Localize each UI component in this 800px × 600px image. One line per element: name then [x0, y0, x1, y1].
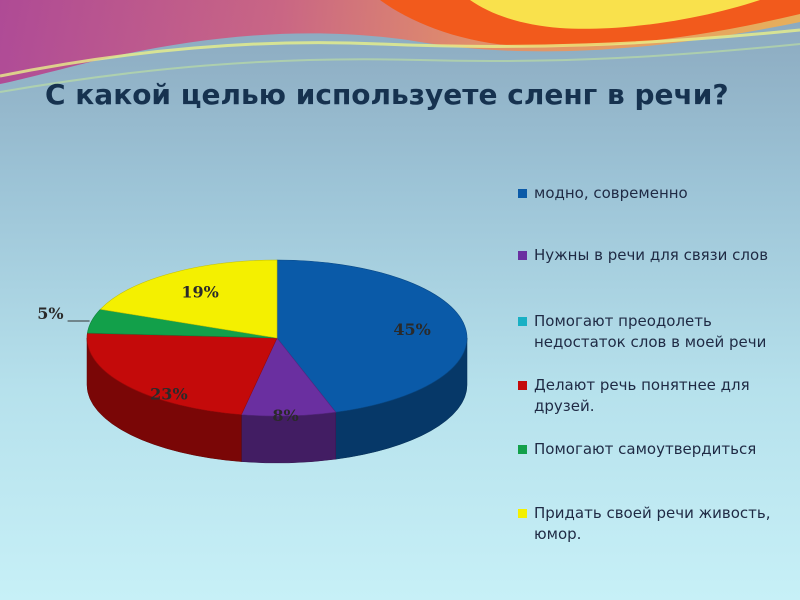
legend-item: Нужны в речи для связи слов [518, 245, 774, 266]
legend-swatch [518, 251, 527, 260]
decorative-banner [0, 0, 800, 93]
legend-item: Помогают преодолеть недостаток слов в мо… [518, 311, 774, 353]
legend-item: Делают речь понятнее для друзей. [518, 375, 774, 417]
legend-item: модно, современно [518, 183, 774, 204]
legend-swatch [518, 509, 527, 518]
slice-4-top [99, 259, 278, 339]
slice-2-label: 23% [150, 385, 187, 404]
slice-2-top [86, 332, 278, 415]
slice-0-label: 45% [393, 320, 430, 339]
legend-item: Помогают самоутвердиться [518, 439, 774, 460]
legend-label: Помогают преодолеть недостаток слов в мо… [534, 312, 767, 351]
legend-label: Помогают самоутвердиться [534, 440, 757, 458]
legend-swatch [518, 445, 527, 454]
legend-label: модно, современно [534, 184, 688, 202]
slide-title: С какой целью используете сленг в речи? [45, 78, 729, 111]
slice-4-label: 19% [181, 283, 218, 302]
slice-3-label: 5% [37, 304, 63, 323]
slice-0-top [276, 259, 468, 413]
slice-1-top [240, 337, 337, 417]
legend-label: Делают речь понятнее для друзей. [534, 376, 750, 415]
slice-1-label: 8% [272, 406, 298, 425]
legend-label: Придать своей речи живость, юмор. [534, 504, 771, 543]
legend-swatch [518, 381, 527, 390]
legend-label: Нужны в речи для связи слов [534, 246, 769, 264]
legend-swatch [518, 317, 527, 326]
pie-chart: 45% 8% 23% 5% 19% [37, 259, 468, 464]
legend-swatch [518, 189, 527, 198]
legend-item: Придать своей речи живость, юмор. [518, 503, 774, 545]
